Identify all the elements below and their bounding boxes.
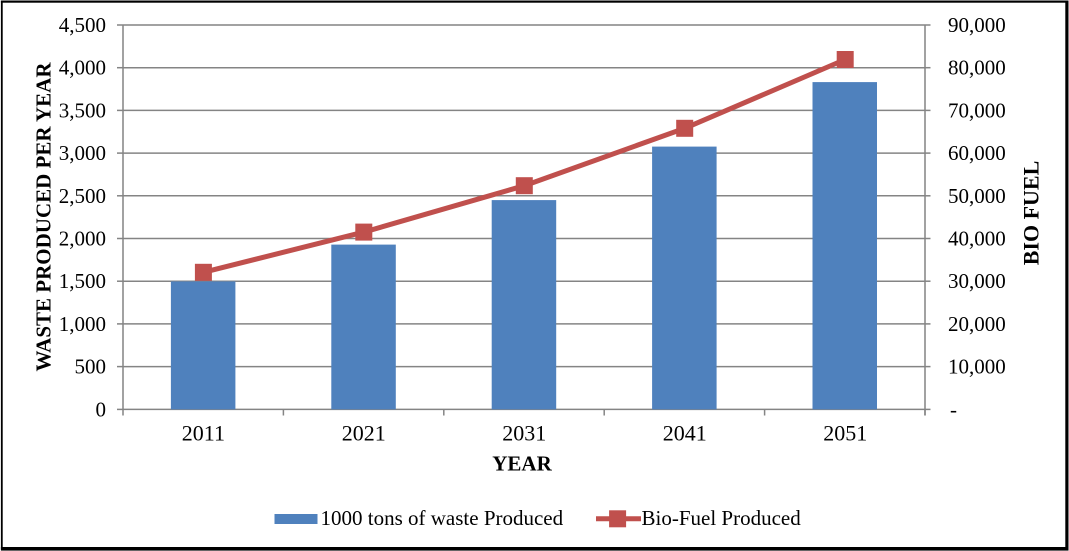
svg-text:40,000: 40,000	[948, 227, 1006, 251]
svg-text:2051: 2051	[823, 421, 867, 446]
svg-text:2,500: 2,500	[59, 184, 106, 208]
svg-text:1,500: 1,500	[59, 269, 106, 293]
svg-text:60,000: 60,000	[948, 141, 1006, 165]
svg-text:-: -	[950, 397, 957, 421]
svg-text:1000 tons of waste Produced: 1000 tons of waste Produced	[321, 506, 564, 530]
svg-text:2031: 2031	[502, 421, 546, 446]
svg-text:20,000: 20,000	[948, 312, 1006, 336]
svg-text:70,000: 70,000	[948, 98, 1006, 122]
svg-text:4,000: 4,000	[59, 56, 106, 80]
svg-text:BIO FUEL: BIO FUEL	[1019, 161, 1044, 266]
svg-text:1,000: 1,000	[59, 312, 106, 336]
svg-text:2,000: 2,000	[59, 227, 106, 251]
svg-text:2011: 2011	[182, 421, 225, 446]
svg-text:WASTE PRODUCED PER YEAR: WASTE PRODUCED PER YEAR	[32, 62, 56, 372]
svg-text:10,000: 10,000	[948, 355, 1006, 379]
svg-text:80,000: 80,000	[948, 56, 1006, 80]
svg-text:2021: 2021	[342, 421, 386, 446]
svg-text:90,000: 90,000	[948, 13, 1006, 37]
svg-text:3,500: 3,500	[59, 98, 106, 122]
svg-text:Bio-Fuel Produced: Bio-Fuel Produced	[642, 506, 802, 530]
svg-text:30,000: 30,000	[948, 269, 1006, 293]
svg-text:2041: 2041	[663, 421, 707, 446]
svg-text:3,000: 3,000	[59, 141, 106, 165]
svg-text:YEAR: YEAR	[492, 452, 552, 476]
svg-text:0: 0	[96, 397, 107, 421]
svg-text:50,000: 50,000	[948, 184, 1006, 208]
svg-text:500: 500	[75, 355, 107, 379]
svg-text:4,500: 4,500	[59, 13, 106, 37]
